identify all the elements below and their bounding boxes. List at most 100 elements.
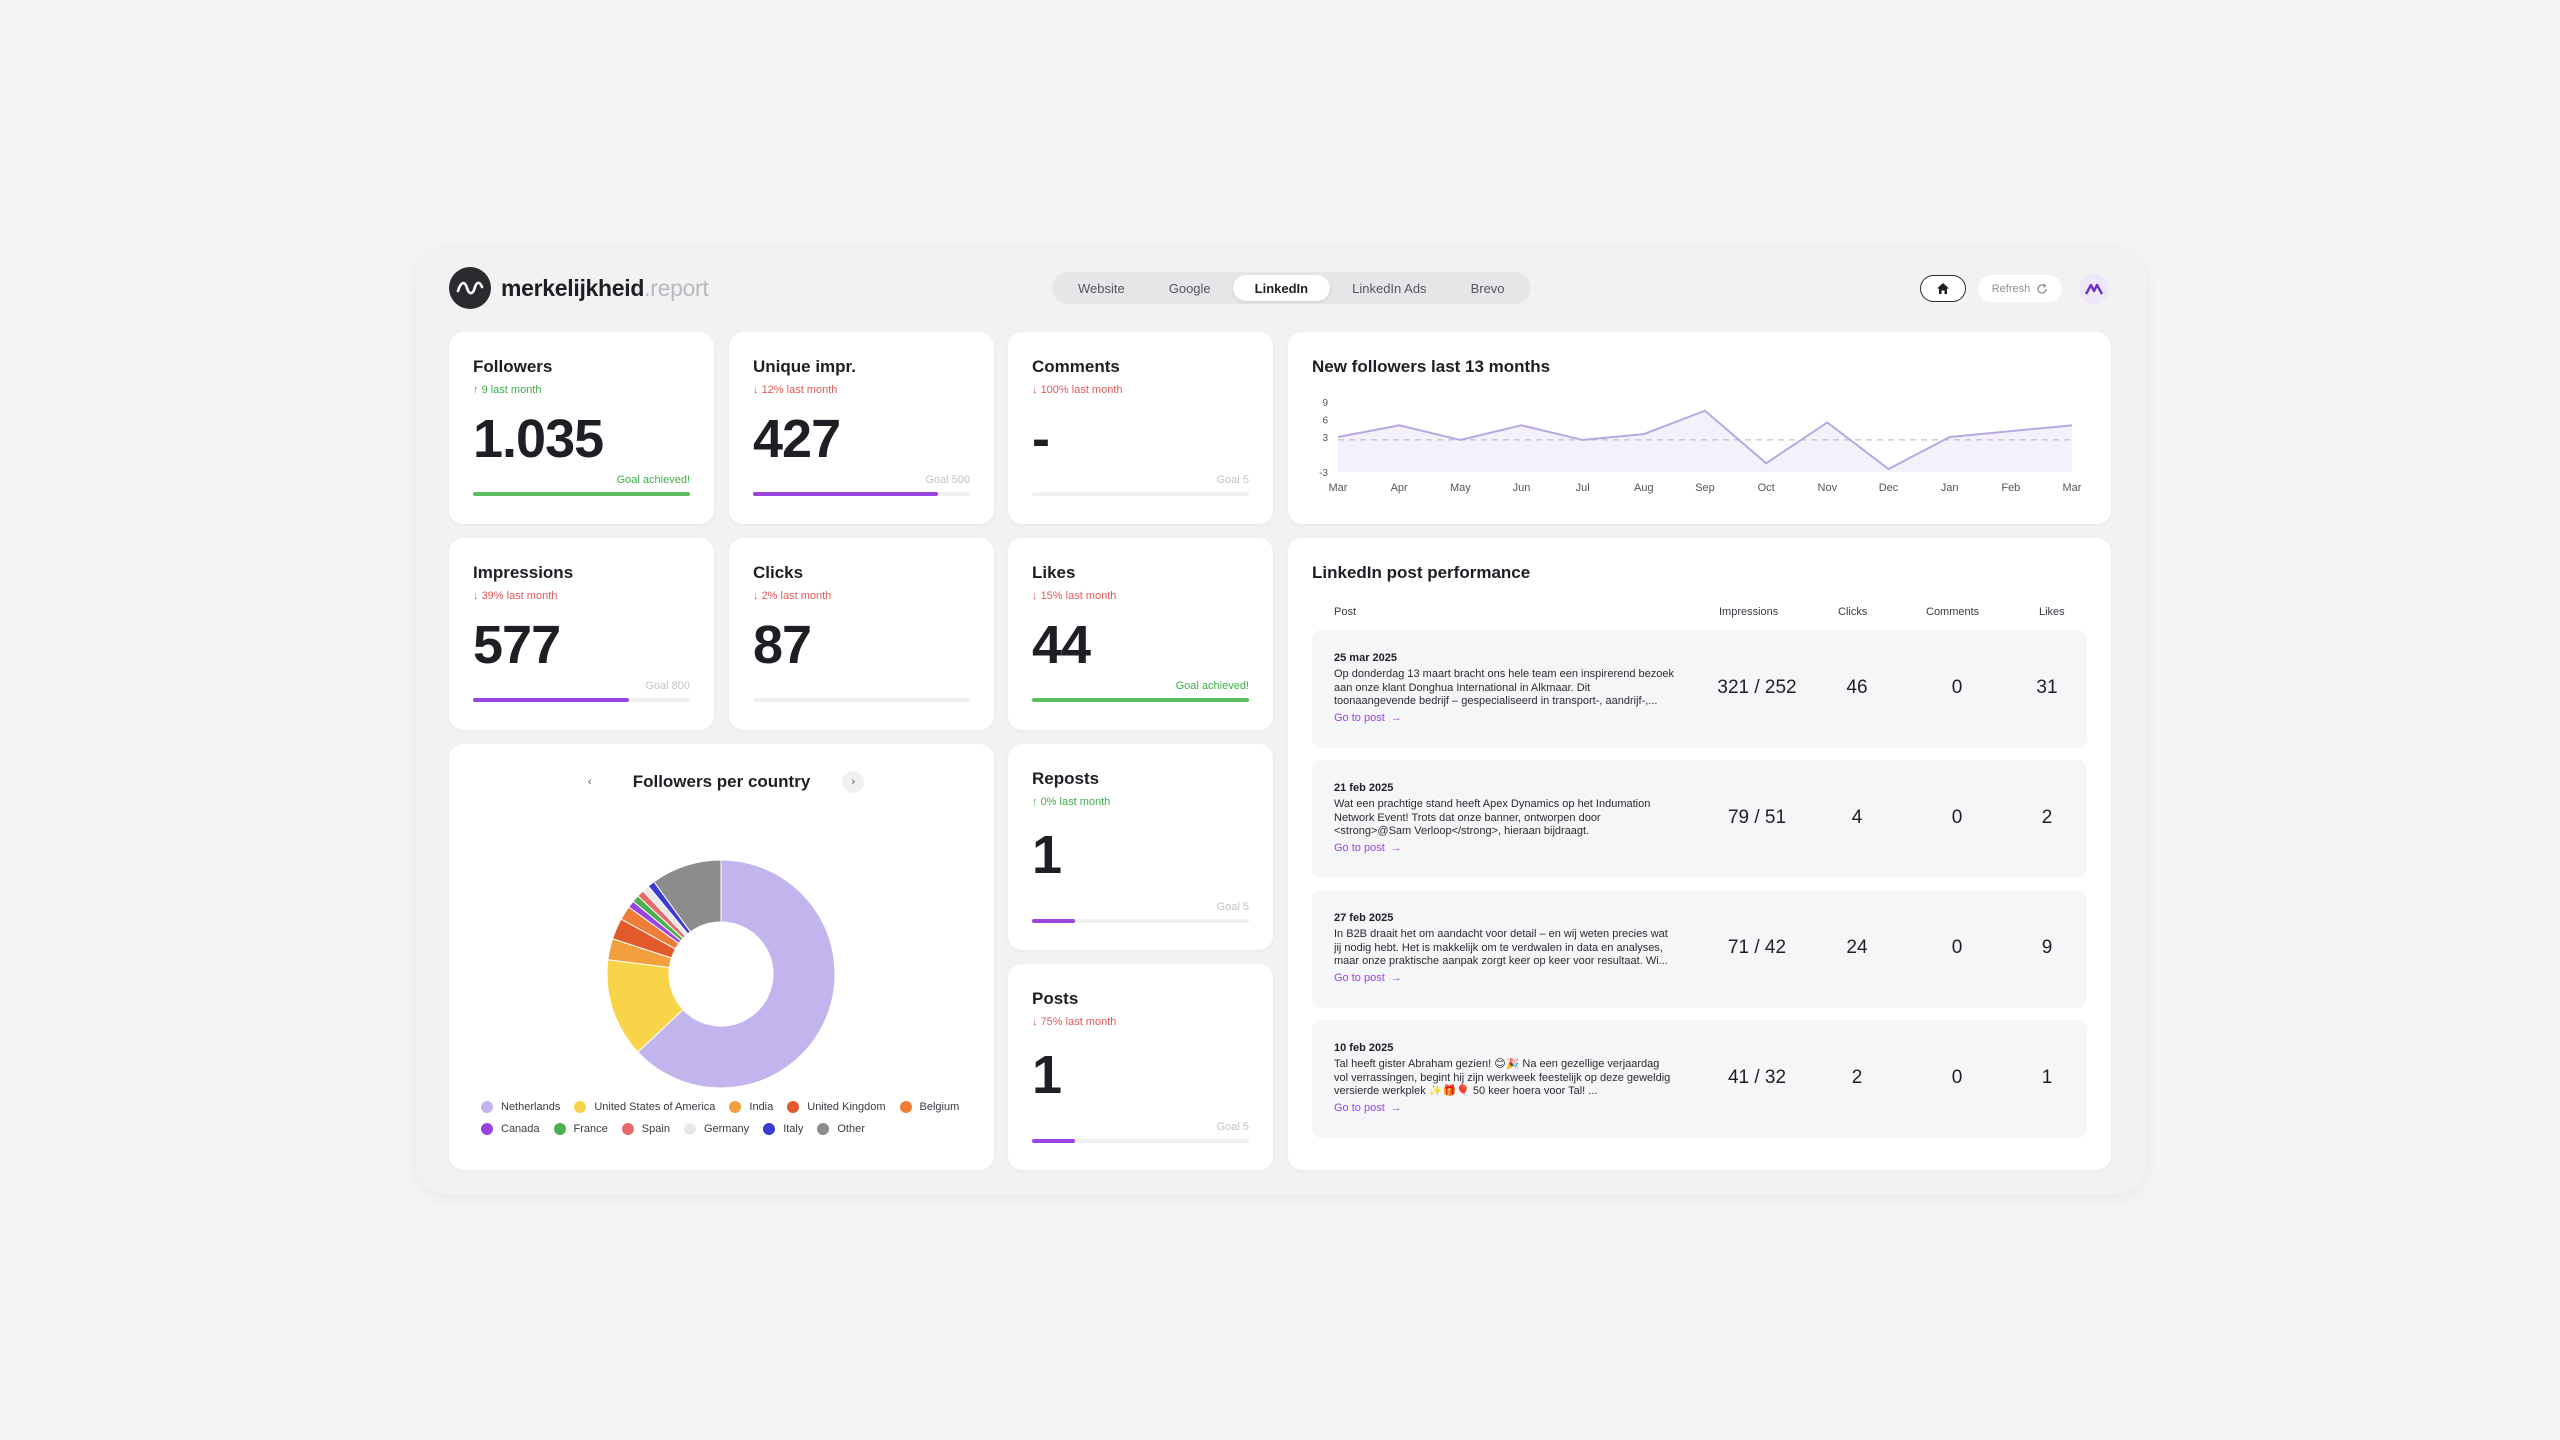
go-to-post-link[interactable]: Go to post → — [1334, 1102, 1402, 1114]
x-tick-label: Dec — [1879, 482, 1899, 494]
legend-label: Italy — [783, 1123, 804, 1135]
post-excerpt: Wat een prachtige stand heeft Apex Dynam… — [1334, 798, 1651, 837]
post-clicks: 24 — [1846, 937, 1868, 958]
x-tick-label: Mar — [1329, 482, 1348, 494]
kpi-goal: Goal 5 — [1216, 474, 1249, 486]
legend-item: Italy — [763, 1123, 803, 1135]
legend-label: Canada — [501, 1123, 540, 1135]
table-row: 10 feb 2025 Tal heeft gister Abraham gez… — [1312, 1020, 2087, 1138]
tab-brevo[interactable]: Brevo — [1470, 280, 1505, 296]
legend-item: Canada — [481, 1123, 540, 1135]
post-excerpt: Tal heeft gister Abraham gezien! 😊🎉 Na e… — [1334, 1058, 1671, 1097]
kpi-progress-fill — [473, 492, 690, 496]
line-area — [1338, 410, 2072, 472]
legend-swatch — [817, 1123, 830, 1135]
x-tick-label: Mar — [2063, 482, 2082, 494]
post-likes: 31 — [2036, 677, 2058, 698]
kpi-progress-fill — [1032, 698, 1249, 702]
legend-label: Spain — [641, 1123, 670, 1135]
kpi-progress-track — [1032, 698, 1249, 702]
kpi-progress-track — [1032, 919, 1249, 923]
chart-title: Followers per country — [632, 772, 811, 791]
kpi-progress-fill — [753, 492, 939, 496]
kpi-delta: ↓ 15% last month — [1032, 590, 1117, 602]
kpi-title: Posts — [1032, 989, 1079, 1008]
kpi-goal: Goal 5 — [1216, 901, 1249, 913]
post-date: 25 mar 2025 — [1334, 652, 1397, 664]
kpi-title: Followers — [473, 357, 553, 376]
post-likes: 1 — [2041, 1067, 2053, 1088]
kpi-posts: Posts ↓ 75% last month 1 Goal 5 — [1008, 964, 1273, 1170]
legend-swatch — [621, 1123, 634, 1135]
kpi-progress-track — [473, 492, 690, 496]
pie-legend: Netherlands United States of America India… — [481, 1101, 974, 1135]
column-header-comments: Comments — [1926, 606, 1980, 618]
kpi-progress-track — [753, 492, 970, 496]
post-comments: 0 — [1951, 677, 1963, 698]
legend-label: Germany — [703, 1123, 750, 1135]
legend-label: India — [749, 1101, 774, 1113]
tab-linkedin[interactable]: LinkedIn — [1232, 275, 1331, 301]
legend-swatch — [787, 1101, 800, 1113]
brand-logo[interactable]: merkelijkheid.report — [449, 267, 709, 309]
x-tick-label: Jul — [1576, 482, 1590, 494]
avatar[interactable] — [2079, 274, 2109, 304]
kpi-progress-fill — [1032, 1139, 1076, 1143]
post-comments: 0 — [1951, 807, 1963, 828]
post-clicks: 4 — [1851, 807, 1863, 828]
tab-google[interactable]: Google — [1168, 280, 1211, 296]
post-comments: 0 — [1951, 1067, 1963, 1088]
go-to-post-link[interactable]: Go to post → — [1334, 842, 1402, 854]
legend-item: Belgium — [899, 1101, 959, 1113]
legend-item: Germany — [683, 1123, 750, 1135]
avatar-logo-icon — [2085, 283, 2103, 295]
new-followers-chart-card: New followers last 13 months -3 3 6 9 Mar Apr… — [1288, 332, 2111, 524]
x-tick-label: May — [1450, 482, 1471, 494]
home-icon — [1937, 283, 1949, 294]
kpi-progress-track — [1032, 1139, 1249, 1143]
go-to-post-link[interactable]: Go to post → — [1334, 712, 1402, 724]
column-header-impressions: Impressions — [1719, 606, 1779, 618]
kpi-delta: ↓ 39% last month — [473, 590, 558, 602]
refresh-label: Refresh — [1991, 282, 2031, 295]
tab-website[interactable]: Website — [1078, 280, 1125, 296]
arrow-right-icon: → — [1390, 842, 1402, 854]
legend-label: Other — [837, 1123, 865, 1135]
y-tick-label: 3 — [1322, 433, 1328, 444]
platform-tabs: Website Google LinkedIn LinkedIn Ads Bre… — [1052, 272, 1531, 304]
refresh-button[interactable]: Refresh — [1978, 275, 2062, 302]
post-impressions: 79 / 51 — [1727, 807, 1787, 828]
table-row: 27 feb 2025 In B2B draait het om aandach… — [1312, 890, 2087, 1008]
tab-linkedin-ads[interactable]: LinkedIn Ads — [1352, 280, 1427, 296]
post-clicks: 2 — [1851, 1067, 1863, 1088]
x-tick-label: Feb — [2001, 482, 2020, 494]
legend-label: Netherlands — [501, 1101, 561, 1113]
home-button[interactable] — [1920, 275, 1966, 302]
kpi-goal: Goal achieved! — [1175, 680, 1249, 692]
kpi-progress-fill — [1032, 919, 1076, 923]
post-performance-card: LinkedIn post performance Post Impressio… — [1288, 538, 2111, 1170]
pie-slice[interactable] — [637, 859, 836, 1089]
legend-swatch — [481, 1101, 493, 1113]
kpi-value: 44 — [1032, 615, 1091, 675]
section-title: LinkedIn post performance — [1312, 563, 1531, 582]
legend-item: Other — [817, 1123, 865, 1135]
table-row: 21 feb 2025 Wat een prachtige stand heef… — [1312, 760, 2087, 878]
kpi-delta: ↑ 9 last month — [473, 384, 542, 396]
legend-swatch — [481, 1123, 493, 1135]
x-tick-label: Oct — [1758, 482, 1775, 494]
legend-swatch — [553, 1123, 566, 1135]
kpi-comments: Comments ↓ 100% last month - Goal 5 — [1008, 332, 1273, 524]
arrow-right-icon: → — [1390, 712, 1402, 724]
kpi-value: 87 — [753, 615, 812, 675]
x-tick-label: Apr — [1391, 482, 1408, 494]
next-chart-arrow-icon[interactable]: › — [842, 771, 865, 793]
post-date: 10 feb 2025 — [1334, 1042, 1394, 1054]
pie-slice[interactable] — [653, 859, 722, 933]
kpi-delta: ↓ 2% last month — [753, 590, 832, 602]
followers-per-country-card: ‹ Followers per country › Netherlands Uni… — [449, 744, 994, 1170]
kpi-progress-track — [473, 698, 690, 702]
previous-chart-arrow-icon[interactable]: ‹ — [587, 776, 592, 788]
go-to-post-link[interactable]: Go to post → — [1334, 972, 1402, 984]
kpi-title: Likes — [1032, 563, 1076, 582]
